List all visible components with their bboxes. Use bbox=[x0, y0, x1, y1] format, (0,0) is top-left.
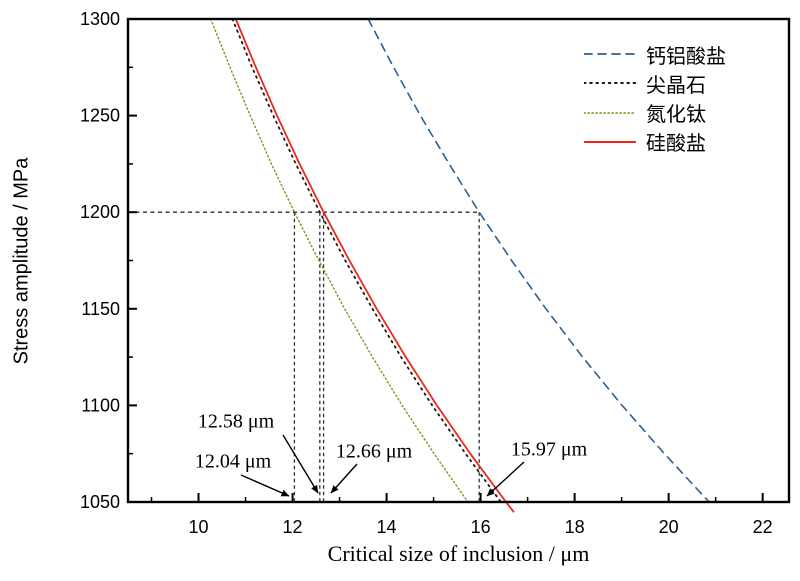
annotation-label-15.97: 15.97 μm bbox=[510, 438, 588, 461]
legend-item-钙铝酸盐: 钙铝酸盐 bbox=[584, 40, 726, 68]
y-tick-label: 1150 bbox=[81, 299, 120, 319]
legend-line-sample bbox=[584, 53, 636, 55]
x-tick-label: 16 bbox=[471, 517, 491, 537]
legend-label: 钙铝酸盐 bbox=[646, 45, 726, 68]
legend-item-氮化钛: 氮化钛 bbox=[584, 99, 706, 127]
y-tick-label: 1250 bbox=[80, 106, 120, 126]
legend-line-sample bbox=[584, 82, 636, 85]
annotation-arrow-12.04 bbox=[240, 474, 290, 497]
y-axis-title: Stress amplitude / MPa bbox=[10, 157, 33, 365]
annotation-arrow-15.97 bbox=[486, 461, 525, 497]
x-tick-label: 18 bbox=[565, 517, 585, 537]
x-axis-title: Critical size of inclusion / μm bbox=[327, 541, 590, 566]
series-curve-尖晶石 bbox=[231, 18, 502, 503]
annotation-arrow-12.58 bbox=[282, 434, 319, 494]
series-curve-硅酸盐 bbox=[234, 18, 515, 513]
y-tick-label: 1050 bbox=[80, 492, 120, 512]
legend-line-sample bbox=[584, 140, 636, 143]
legend-label: 氮化钛 bbox=[646, 104, 706, 127]
x-tick-label: 10 bbox=[189, 517, 209, 537]
legend-item-硅酸盐: 硅酸盐 bbox=[584, 128, 706, 156]
annotation-arrow-12.66 bbox=[330, 463, 358, 494]
y-tick-label: 1300 bbox=[80, 9, 120, 29]
y-tick-label: 1100 bbox=[81, 395, 120, 415]
x-tick-label: 12 bbox=[283, 517, 303, 537]
legend-label: 硅酸盐 bbox=[646, 133, 706, 156]
annotation-label-12.04: 12.04 μm bbox=[194, 450, 272, 473]
x-tick-label: 14 bbox=[377, 517, 397, 537]
legend-item-尖晶石: 尖晶石 bbox=[584, 69, 706, 97]
x-tick-label: 22 bbox=[753, 517, 773, 537]
y-tick-label: 1200 bbox=[80, 202, 120, 222]
annotation-label-12.58: 12.58 μm bbox=[197, 410, 275, 433]
series-curve-钙铝酸盐 bbox=[367, 18, 710, 503]
legend-line-sample bbox=[584, 111, 636, 114]
legend-label: 尖晶石 bbox=[646, 74, 706, 97]
x-tick-label: 20 bbox=[659, 517, 679, 537]
series-curve-氮化钛 bbox=[209, 18, 469, 503]
annotation-label-12.66: 12.66 μm bbox=[335, 440, 413, 463]
